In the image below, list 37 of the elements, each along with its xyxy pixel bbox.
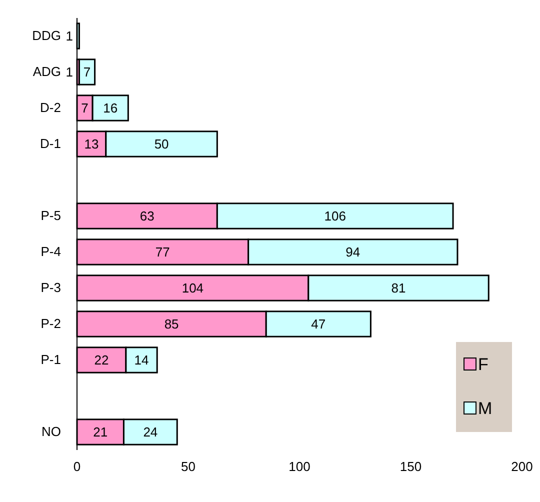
data-label: 16 <box>103 100 118 116</box>
x-tick-label: 150 <box>400 459 422 474</box>
data-label: 63 <box>140 208 154 224</box>
y-tick-label: P-1 <box>40 352 61 368</box>
data-label: 7 <box>83 64 91 80</box>
y-tick-label: P-3 <box>40 280 61 296</box>
y-tick-label: D-1 <box>40 136 61 152</box>
bar <box>78 58 96 86</box>
y-tick-label: P-4 <box>40 244 61 260</box>
x-tick-label: 0 <box>73 459 81 474</box>
data-label: 47 <box>311 316 326 332</box>
legend-label: F <box>478 354 488 374</box>
data-label: 13 <box>84 136 99 152</box>
x-tick-label: 200 <box>511 459 533 474</box>
data-label: 24 <box>143 424 158 440</box>
data-label: 104 <box>182 280 204 296</box>
x-tick-label: 100 <box>288 459 310 474</box>
y-tick-label: NO <box>42 424 61 440</box>
data-label: 7 <box>81 100 88 116</box>
y-tick-label: P-2 <box>40 316 61 332</box>
y-tick-label: ADG <box>32 64 61 80</box>
data-label: 1 <box>66 64 73 80</box>
data-label: 22 <box>94 352 109 368</box>
data-label: 14 <box>134 352 149 368</box>
data-label: 81 <box>391 280 406 296</box>
x-tick-label: 50 <box>181 459 196 474</box>
data-label: 94 <box>346 244 360 260</box>
data-label: 1 <box>66 28 73 44</box>
data-label: 77 <box>155 244 170 260</box>
y-tick-label: D-2 <box>40 100 61 116</box>
data-label: 106 <box>324 208 346 224</box>
y-tick-label: P-5 <box>40 208 61 224</box>
data-label: 50 <box>154 136 169 152</box>
data-label: 85 <box>164 316 179 332</box>
y-tick-label: DDG <box>32 28 61 44</box>
legend-label: M <box>478 398 492 418</box>
data-label: 21 <box>93 424 108 440</box>
